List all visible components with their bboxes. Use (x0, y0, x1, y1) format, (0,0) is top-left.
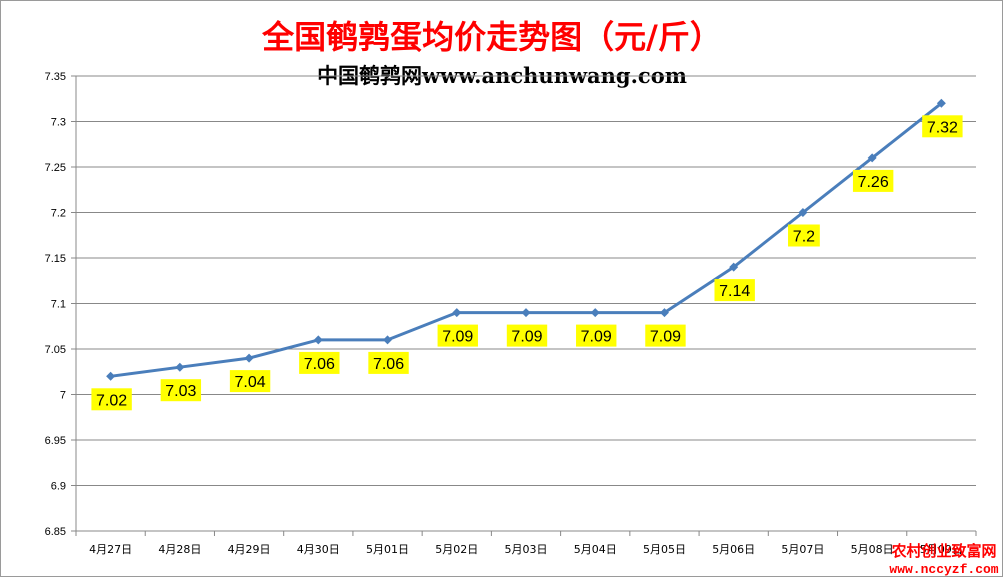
data-label-text: 7.06 (304, 356, 335, 373)
y-tick-label: 7.2 (51, 208, 66, 220)
data-point (798, 208, 808, 217)
data-point (244, 353, 254, 363)
data-label-text: 7.04 (235, 374, 266, 391)
watermark-line2: www.nccyzf.com (889, 562, 998, 577)
data-point (383, 335, 393, 345)
y-tick-label: 7.05 (45, 344, 66, 356)
data-label: 7.02 (91, 388, 132, 411)
data-point (175, 362, 185, 372)
data-label-bg (788, 224, 820, 247)
data-label-bg (922, 115, 963, 138)
y-tick-label: 7.25 (45, 162, 66, 174)
x-tick-label: 5月06日 (712, 543, 755, 556)
data-point (106, 371, 116, 381)
watermark-line1: 农村创业致富网 (890, 542, 996, 560)
data-label-text: 7.09 (511, 329, 542, 346)
data-label: 7.03 (160, 379, 202, 402)
data-label-text: 7.2 (793, 229, 815, 246)
data-label-bg (299, 351, 340, 374)
data-label: 7.09 (437, 324, 478, 347)
data-label-bg (645, 324, 686, 347)
data-label: 7.06 (299, 351, 340, 374)
x-tick-label: 5月07日 (781, 543, 824, 556)
data-label-bg (852, 169, 894, 192)
y-tick-label: 7.15 (45, 253, 66, 265)
x-tick-label: 4月28日 (158, 543, 201, 556)
data-point (729, 262, 739, 272)
data-point (521, 308, 531, 318)
data-point (590, 308, 600, 318)
data-label-bg (714, 279, 755, 302)
data-label-bg (437, 324, 478, 347)
data-label-text: 7.09 (442, 329, 473, 346)
y-tick-label: 7 (60, 390, 66, 402)
x-tick-label: 4月30日 (297, 543, 340, 556)
data-label-text: 7.06 (373, 356, 404, 373)
x-tick-label: 5月04日 (574, 543, 617, 556)
data-label-text: 7.09 (581, 329, 612, 346)
data-point (313, 335, 323, 345)
data-label-text: 7.14 (719, 283, 750, 300)
data-label: 7.09 (506, 324, 548, 347)
data-label-bg (91, 388, 132, 411)
data-label: 7.2 (788, 224, 820, 247)
data-label-text: 7.32 (927, 119, 958, 136)
data-label: 7.04 (229, 370, 271, 393)
y-tick-label: 7.3 (51, 117, 66, 129)
y-tick-label: 6.85 (45, 526, 66, 538)
data-label-text: 7.26 (858, 174, 889, 191)
data-point (867, 153, 877, 163)
data-label: 7.09 (576, 324, 617, 347)
x-tick-label: 4月27日 (89, 543, 132, 556)
data-point (659, 308, 669, 318)
data-label-bg (368, 351, 409, 374)
x-tick-label: 5月08日 (851, 543, 894, 556)
data-label: 7.32 (922, 115, 963, 138)
data-label-bg (506, 324, 548, 347)
y-tick-label: 7.35 (45, 71, 66, 83)
watermark: 农村创业致富网 www.nccyzf.com (889, 542, 998, 577)
chart-title: 全国鹌鹑蛋均价走势图（元/斤） (261, 18, 722, 56)
data-point (452, 308, 462, 318)
data-label: 7.14 (714, 279, 755, 302)
y-tick-label: 6.9 (51, 481, 66, 493)
x-tick-label: 5月02日 (435, 543, 478, 556)
data-label: 7.26 (852, 169, 894, 192)
data-label-text: 7.02 (96, 392, 127, 409)
data-point (936, 98, 946, 108)
data-label-bg (576, 324, 617, 347)
x-tick-label: 5月03日 (505, 543, 548, 556)
data-label-bg (229, 370, 271, 393)
data-label: 7.09 (645, 324, 686, 347)
data-label: 7.06 (368, 351, 409, 374)
data-label-text: 7.03 (165, 383, 196, 400)
x-tick-label: 4月29日 (228, 543, 271, 556)
y-tick-label: 6.95 (45, 435, 66, 447)
x-tick-label: 5月05日 (643, 543, 686, 556)
y-tick-label: 7.1 (51, 299, 66, 311)
data-label-text: 7.09 (650, 329, 681, 346)
data-label-bg (160, 379, 202, 402)
x-tick-label: 5月09日 (920, 543, 963, 556)
x-tick-label: 5月01日 (366, 543, 409, 556)
